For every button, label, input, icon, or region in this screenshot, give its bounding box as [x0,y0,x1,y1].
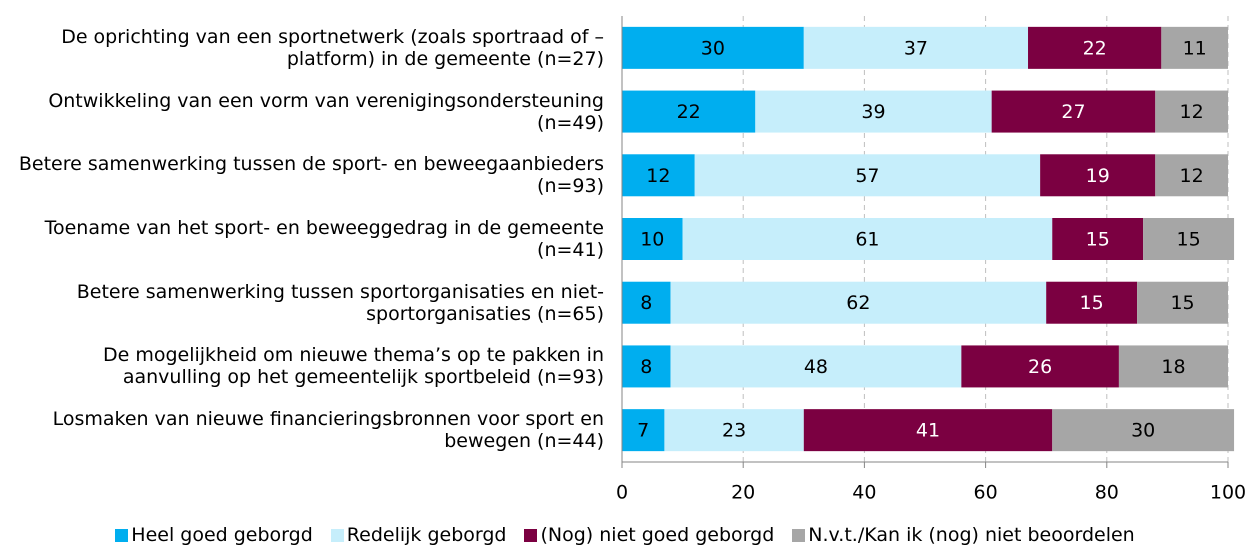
data-label: 30 [701,37,725,59]
bar-segment [1052,409,1235,452]
data-label: 27 [1061,101,1085,123]
data-label: 19 [1086,165,1110,187]
bar-segment [622,154,695,197]
x-tick-label: 80 [1095,482,1119,504]
bar-segment [1137,281,1228,324]
data-label: 61 [855,229,879,251]
bar-segment [670,281,1047,324]
category-label: Betere samenwerking tussen sportorganisa… [76,280,604,325]
x-tick-label: 40 [852,482,876,504]
bar-segment [1046,281,1138,324]
category-label: De oprichting van een sportnetwerk (zoal… [61,25,604,70]
bar-segment [1155,154,1228,197]
legend-label: Redelijk geborgd [346,524,507,546]
data-label: 22 [1083,37,1107,59]
bar-segment [803,26,1029,69]
data-label: 12 [1180,165,1204,187]
bar-segment [1118,345,1228,388]
bar-segment [670,345,962,388]
data-label: 41 [916,420,940,442]
legend-swatch [330,528,344,542]
bar-segment [803,409,1053,452]
bar-segment [694,154,1041,197]
legend-swatch [792,528,806,542]
category-label: De mogelijkheid om nieuwe thema’s op te … [102,344,604,389]
legend-swatch [115,528,129,542]
data-label: 15 [1086,229,1110,251]
bar-segment [991,90,1156,133]
data-label: 57 [855,165,879,187]
bar-segment [1052,218,1144,260]
bar-segment [1161,26,1228,69]
data-label: 11 [1183,37,1207,59]
data-label: 8 [640,356,652,378]
legend-item: Redelijk geborgd [330,523,507,547]
bar-segment [622,26,804,69]
x-tick-label: 100 [1210,482,1246,504]
data-label: 15 [1177,229,1201,251]
bar-segment [755,90,992,133]
data-label: 30 [1131,420,1155,442]
bar-segment [1040,154,1156,197]
bar-segment [961,345,1119,388]
bar-segment [1155,90,1228,133]
data-label: 26 [1028,356,1052,378]
data-label: 7 [637,420,649,442]
legend-item: (Nog) niet goed geborgd [524,523,774,547]
category-label: Betere samenwerking tussen de sport- en … [18,153,604,198]
legend-label: (Nog) niet goed geborgd [540,524,775,546]
bar-segment [622,90,756,133]
bar-segment [622,218,683,260]
bar-segment [622,409,665,452]
bar-segment [664,409,804,452]
legend-label: Heel goed geborgd [131,524,313,546]
data-label: 62 [846,292,870,314]
data-label: 12 [1180,101,1204,123]
legend-item: Heel goed geborgd [115,523,313,547]
category-label: Ontwikkeling van een vorm van vereniging… [48,89,604,134]
x-tick-label: 60 [974,482,998,504]
data-label: 15 [1080,292,1104,314]
data-label: 12 [646,165,670,187]
bar-segment [1028,26,1162,69]
data-label: 15 [1170,292,1194,314]
data-label: 39 [861,101,885,123]
bar-segment [682,218,1053,260]
category-label: Toename van het sport- en beweeggedrag i… [44,217,604,261]
data-label: 18 [1161,356,1185,378]
category-label: Losmaken van nieuwe financieringsbronnen… [52,408,604,453]
bar-segment [1143,218,1235,260]
data-label: 37 [904,37,928,59]
x-tick-label: 0 [616,482,628,504]
legend-swatch [524,528,538,542]
data-label: 10 [640,229,664,251]
legend: Heel goed geborgd Redelijk geborgd (Nog) n… [0,523,1250,547]
data-label: 8 [640,292,652,314]
legend-label: N.v.t./Kan ik (nog) niet beoordelen [808,524,1135,546]
data-label: 22 [677,101,701,123]
x-tick-label: 20 [731,482,755,504]
data-label: 23 [722,420,746,442]
data-label: 48 [804,356,828,378]
legend-item: N.v.t./Kan ik (nog) niet beoordelen [792,523,1135,547]
bar-segment [622,281,671,324]
bar-segment [622,345,671,388]
